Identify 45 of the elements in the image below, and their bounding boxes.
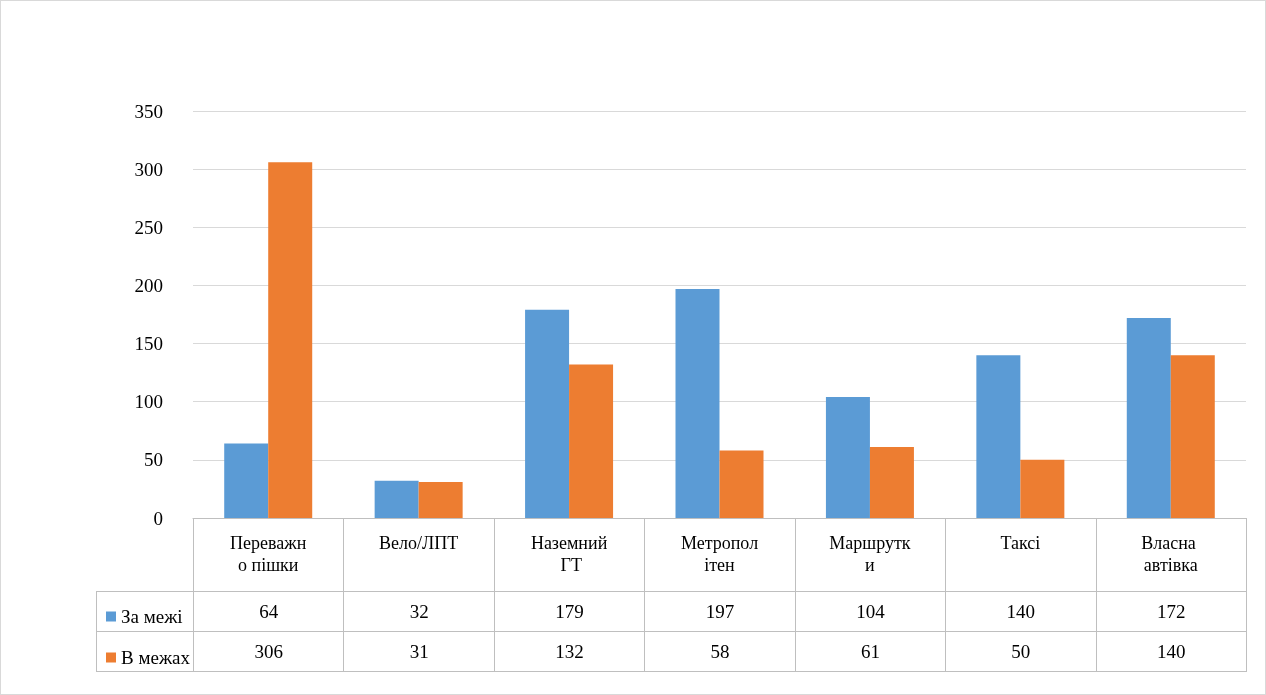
bar — [224, 443, 269, 518]
bar — [869, 447, 914, 518]
legend-label: За межі — [121, 606, 183, 627]
bar — [268, 162, 313, 518]
y-tick-label: 200 — [134, 274, 163, 296]
data-label: 179 — [493, 591, 646, 632]
bar — [719, 450, 764, 518]
data-label: 50 — [945, 631, 1097, 672]
data-label: 306 — [193, 631, 345, 672]
y-tick-label: 250 — [134, 216, 163, 238]
bar — [976, 355, 1021, 518]
data-label: 64 — [193, 591, 345, 632]
x-tick-label: Таксі — [1000, 533, 1041, 553]
bar — [1020, 459, 1065, 518]
x-tick-label: Переважно пішки — [230, 533, 307, 575]
data-label: 172 — [1095, 591, 1247, 632]
y-tick-label: 350 — [134, 100, 163, 122]
x-tick-label: Власна автівка — [1141, 533, 1201, 575]
bar — [374, 480, 419, 518]
legend-label: В межах — [121, 647, 191, 668]
y-tick-label: 300 — [134, 158, 163, 180]
data-label: 197 — [644, 591, 796, 632]
x-tick-label: Наземний ГТ — [530, 533, 608, 575]
data-label: 104 — [794, 591, 947, 632]
x-tick-label: Метрополітен — [680, 533, 759, 575]
data-label: 61 — [794, 631, 947, 672]
data-label: 140 — [1095, 631, 1247, 672]
bar — [1126, 317, 1171, 518]
bar — [418, 481, 463, 518]
data-label: 58 — [644, 631, 796, 672]
bar — [675, 288, 720, 518]
x-tick-label: Маршрутки — [829, 533, 911, 575]
x-tick-label: Вело/ЛПТ — [379, 533, 459, 553]
data-label: 132 — [493, 631, 646, 672]
y-tick-label: 100 — [134, 391, 163, 413]
data-label: 140 — [945, 591, 1097, 632]
bar — [1170, 355, 1215, 518]
bar — [569, 364, 614, 518]
data-label: 32 — [343, 591, 495, 632]
y-tick-label: 150 — [134, 333, 163, 355]
y-tick-label: 0 — [153, 507, 163, 529]
bar — [825, 397, 870, 518]
data-label: 31 — [343, 631, 495, 672]
bar — [525, 309, 570, 518]
y-tick-label: 50 — [144, 449, 163, 471]
